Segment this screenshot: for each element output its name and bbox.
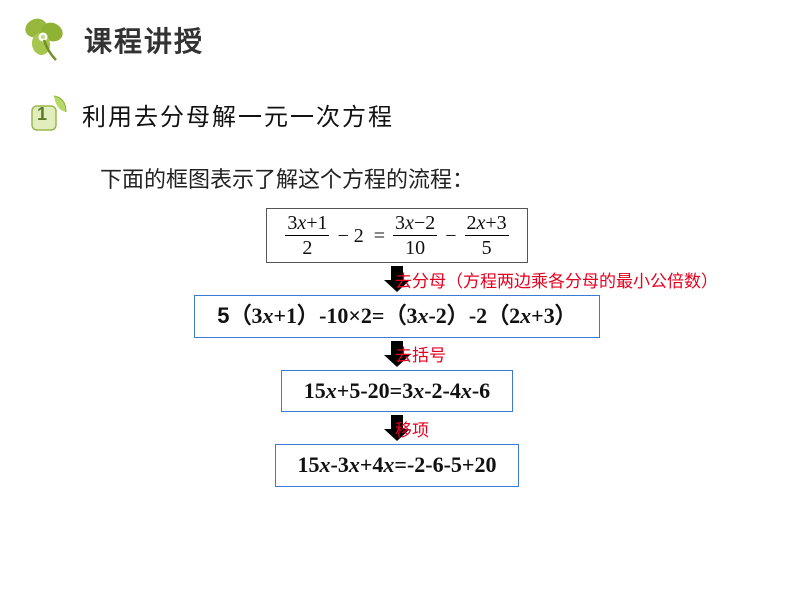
- frac1-num: 3x+1: [287, 212, 327, 234]
- page-header: 课程讲授: [0, 0, 794, 64]
- equation-box-step: 5（3x+1）-10×2=（3x-2）-2（2x+3）: [194, 295, 599, 338]
- step-label: 去括号: [395, 341, 446, 366]
- frac2-num: 3x−2: [395, 212, 435, 234]
- frac1-den: 2: [300, 238, 314, 258]
- intro-text: 下面的框图表示了解这个方程的流程：: [100, 162, 794, 194]
- clover-icon: [18, 16, 68, 64]
- page-title: 课程讲授: [84, 20, 204, 60]
- frac3-num: 2x+3: [467, 212, 507, 234]
- section-title: 利用去分母解一元一次方程: [82, 97, 394, 132]
- flowchart: 3x+1 2 − 2 = 3x−2 10 − 2x+3 5 去分母（方程两边乘各…: [0, 208, 794, 487]
- section-badge-icon: 1: [28, 94, 64, 134]
- step-label: 移项: [395, 416, 429, 441]
- equation-box-original: 3x+1 2 − 2 = 3x−2 10 − 2x+3 5: [266, 208, 527, 263]
- step-label: 去分母（方程两边乘各分母的最小公倍数）: [395, 267, 718, 292]
- op-equals: =: [372, 223, 387, 249]
- equation-box-step: 15x-3x+4x=-2-6-5+20: [275, 444, 520, 487]
- section-number: 1: [28, 104, 56, 125]
- fraction-2: 3x−2 10: [393, 213, 437, 258]
- fraction-3: 2x+3 5: [465, 213, 509, 258]
- arrow-row: 去括号: [0, 341, 794, 367]
- arrow-row: 去分母（方程两边乘各分母的最小公倍数）: [0, 266, 794, 292]
- op-minus: −: [443, 223, 458, 249]
- op-minus-2: − 2: [335, 223, 365, 249]
- arrow-row: 移项: [0, 415, 794, 441]
- section-subheader: 1 利用去分母解一元一次方程: [0, 94, 794, 134]
- equation-fraction-row: 3x+1 2 − 2 = 3x−2 10 − 2x+3 5: [285, 213, 508, 258]
- equation-box-step: 15x+5-20=3x-2-4x-6: [281, 370, 513, 413]
- fraction-1: 3x+1 2: [285, 213, 329, 258]
- frac3-den: 5: [480, 238, 494, 258]
- frac2-den: 10: [403, 238, 427, 258]
